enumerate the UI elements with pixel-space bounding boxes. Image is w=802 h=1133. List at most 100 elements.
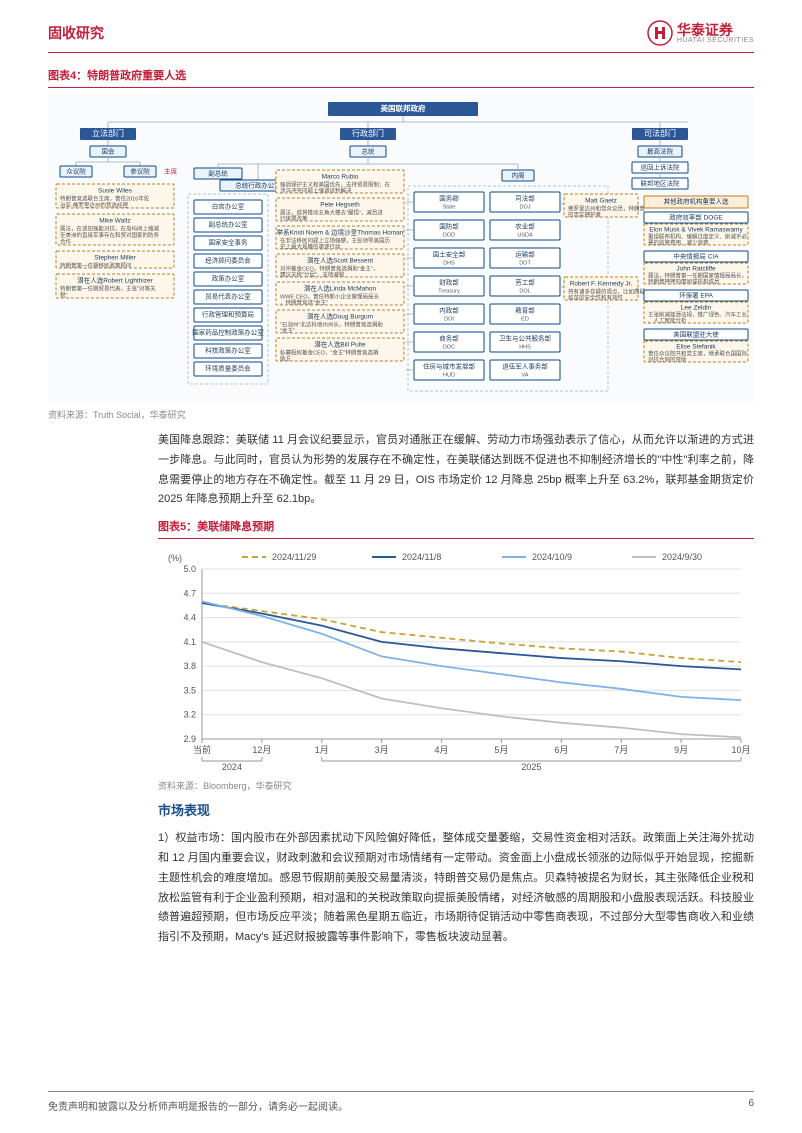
svg-text:5月: 5月: [494, 745, 508, 755]
svg-text:、人工智能分析: 、人工智能分析: [648, 316, 687, 324]
svg-text:其他政府机构重要人选: 其他政府机构重要人选: [664, 197, 730, 206]
svg-text:3月: 3月: [375, 745, 389, 755]
svg-text:DOD: DOD: [443, 232, 455, 238]
svg-text:4月: 4月: [435, 745, 449, 755]
svg-text:重组联邦机构、缓解过度定义、削减不必: 重组联邦机构、缓解过度定义、削减不必: [648, 232, 748, 240]
svg-text:的忠实拥护者: 的忠实拥护者: [568, 210, 602, 218]
svg-text:John Ratcliffe: John Ratcliffe: [676, 266, 716, 273]
svg-text:财政部: 财政部: [439, 278, 459, 287]
svg-text:当前: 当前: [193, 744, 211, 755]
svg-text:属法，成将推动五角大楼去"醒悟"，减员进: 属法，成将推动五角大楼去"醒悟"，减员进: [280, 208, 383, 216]
svg-text:运输部: 运输部: [515, 250, 535, 259]
svg-text:DOC: DOC: [443, 344, 455, 350]
logo-icon: [647, 20, 673, 46]
svg-text:国防部: 国防部: [439, 222, 459, 231]
svg-text:Lee Zeldin: Lee Zeldin: [681, 305, 712, 312]
fig4-title: 图表4：特朗普政府重要人选: [48, 67, 754, 83]
svg-text:司法部门: 司法部门: [644, 128, 676, 138]
svg-text:曾任众议院共和党主席，继承联合国国际: 曾任众议院共和党主席，继承联合国国际: [648, 349, 748, 357]
svg-text:潜在人选Bill Pulte: 潜在人选Bill Pulte: [314, 340, 366, 349]
svg-text:"金主": "金主": [280, 326, 295, 334]
svg-text:退伍军人事务部: 退伍军人事务部: [502, 362, 548, 371]
fig4-source: 资料来源：Truth Social，华泰研究: [48, 408, 754, 421]
svg-text:12月: 12月: [252, 745, 271, 755]
svg-text:4.4: 4.4: [183, 613, 196, 623]
svg-text:教育部: 教育部: [515, 306, 535, 315]
svg-text:潜在人选Linda McMahon: 潜在人选Linda McMahon: [304, 284, 377, 293]
paragraph-us-cut: 美国降息跟踪：美联储 11 月会议纪要显示，官员对通胀正在缓解、劳动力市场强劲表…: [158, 431, 754, 510]
paragraph-equity-market: 1）权益市场：国内股市在外部因素扰动下风险偏好降低，整体成交量萎缩，交易性资金相…: [158, 829, 754, 948]
svg-text:3.5: 3.5: [183, 686, 196, 696]
svg-text:农业部: 农业部: [515, 222, 535, 231]
svg-text:内阁: 内阁: [512, 171, 525, 180]
svg-text:最高法院: 最高法院: [647, 147, 674, 156]
svg-text:DOI: DOI: [444, 316, 454, 322]
svg-text:副总统: 副总统: [208, 169, 228, 178]
svg-text:2025: 2025: [521, 762, 541, 772]
svg-text:Matt Gaetz: Matt Gaetz: [585, 198, 617, 205]
svg-text:3.2: 3.2: [183, 710, 196, 720]
svg-text:对抗合同的资助: 对抗合同的资助: [648, 355, 687, 363]
svg-text:政府效率部 DOGE: 政府效率部 DOGE: [669, 213, 723, 222]
svg-text:疫苗的安全性和有效性: 疫苗的安全性和有效性: [568, 293, 624, 301]
svg-text:治亚·佛罗里达州的竞选经理: 治亚·佛罗里达州的竞选经理: [60, 201, 128, 209]
svg-text:至美洲的直接军事存在和贸对国家的防务: 至美洲的直接军事存在和贸对国家的防务: [60, 231, 160, 239]
svg-text:参议院: 参议院: [130, 167, 150, 176]
svg-text:美国联盟驻大使: 美国联盟驻大使: [673, 330, 719, 339]
fig5-chart: (%)2.93.23.53.84.14.44.75.0当前12月1月3月4月5月…: [158, 545, 753, 775]
svg-text:Stephen Miller: Stephen Miller: [94, 255, 136, 262]
svg-text:举系Kristi Noem & 边境沙皇Thomas Hom: 举系Kristi Noem & 边境沙皇Thomas Homan: [277, 228, 404, 237]
svg-text:6月: 6月: [554, 745, 568, 755]
svg-text:佛罗里达州和党众议员，特朗普: 佛罗里达州和党众议员，特朗普: [568, 204, 646, 212]
svg-text:Elon Musk & Vivek Ramaswamy: Elon Musk & Vivek Ramaswamy: [649, 227, 743, 234]
svg-text:建议关税"分层"，支持减税: 建议关税"分层"，支持减税: [280, 270, 345, 278]
svg-text:4.7: 4.7: [183, 588, 196, 598]
svg-text:合作: 合作: [60, 237, 72, 245]
svg-text:强调保护主义和美国优先，支持贸易限制；在: 强调保护主义和美国优先，支持贸易限制；在: [280, 180, 391, 188]
svg-text:State: State: [443, 204, 456, 210]
svg-text:10月: 10月: [731, 745, 750, 755]
svg-text:劳工部: 劳工部: [515, 278, 535, 287]
svg-text:司法部: 司法部: [515, 194, 535, 203]
svg-text:环保署 EPA: 环保署 EPA: [679, 291, 713, 300]
svg-text:副总统办公室: 副总统办公室: [209, 220, 249, 229]
svg-text:2024/10/9: 2024/10/9: [532, 552, 572, 562]
brand-logo: 华泰证券 HUATAI SECURITIES: [647, 20, 754, 46]
svg-text:2024: 2024: [222, 762, 242, 772]
svg-text:经济顾问委员会: 经济顾问委员会: [205, 256, 251, 265]
svg-text:立法部门: 立法部门: [92, 128, 124, 138]
svg-text:政策办公室: 政策办公室: [212, 274, 245, 283]
fig4-orgchart: 美国联邦政府立法部门行政部门司法部门国会众议院参议院主席Susie Wiles特…: [48, 94, 754, 404]
svg-text:DOL: DOL: [519, 288, 530, 294]
svg-text:潜在人选Doug Burgum: 潜在人选Doug Burgum: [307, 312, 373, 321]
svg-text:涉乌冲突问题上强调谈判解决: 涉乌冲突问题上强调谈判解决: [280, 186, 352, 194]
svg-text:VA: VA: [522, 372, 529, 378]
svg-text:特朗普第一任期贸易代表，主张"对等关: 特朗普第一任期贸易代表，主张"对等关: [60, 284, 156, 292]
svg-text:Mike Waltz: Mike Waltz: [99, 218, 131, 225]
svg-text:行政部门: 行政部门: [352, 128, 384, 138]
svg-text:史上最大规模的驱逐行动: 史上最大规模的驱逐行动: [280, 242, 341, 250]
page-footer: 免责声明和披露以及分析师声明是报告的一部分，请务必一起阅读。 6: [48, 1091, 754, 1113]
svg-text:Robert F. Kennedy Jr.: Robert F. Kennedy Jr.: [570, 281, 633, 288]
svg-text:DHS: DHS: [443, 260, 455, 266]
svg-text:国土安全部: 国土安全部: [433, 250, 466, 259]
logo-en: HUATAI SECURITIES: [677, 37, 754, 44]
svg-text:要的监管费用、减少浪费: 要的监管费用、减少浪费: [648, 238, 709, 246]
svg-text:，特朗普竞选"金主": ，特朗普竞选"金主": [280, 298, 328, 306]
svg-text:1月: 1月: [315, 745, 329, 755]
fig5-title: 图表5：美联储降息预期: [158, 518, 754, 534]
svg-text:9月: 9月: [674, 745, 688, 755]
svg-text:7月: 7月: [614, 745, 628, 755]
svg-text:行体罪改革: 行体罪改革: [280, 214, 308, 222]
svg-text:3.8: 3.8: [183, 661, 196, 671]
svg-text:潜在人选Scott Bessent: 潜在人选Scott Bessent: [307, 256, 373, 265]
svg-text:对冲基金CEO，特朗普竞选捐助"金主"，: 对冲基金CEO，特朗普竞选捐助"金主"，: [280, 264, 378, 272]
svg-text:HUD: HUD: [443, 372, 455, 378]
svg-text:众议院: 众议院: [66, 167, 86, 176]
svg-text:特朗普押押向麾间谍机构成员: 特朗普押押向麾间谍机构成员: [648, 277, 720, 285]
svg-text:潜在人选Robert Lighthizer: 潜在人选Robert Lighthizer: [77, 276, 153, 285]
section-name: 固收研究: [48, 23, 104, 43]
svg-text:特朗普竞选联合主席，曾任2016年佐: 特朗普竞选联合主席，曾任2016年佐: [60, 194, 150, 202]
svg-text:Treasury: Treasury: [438, 288, 460, 294]
svg-text:住房与城市发展部: 住房与城市发展部: [423, 362, 476, 371]
